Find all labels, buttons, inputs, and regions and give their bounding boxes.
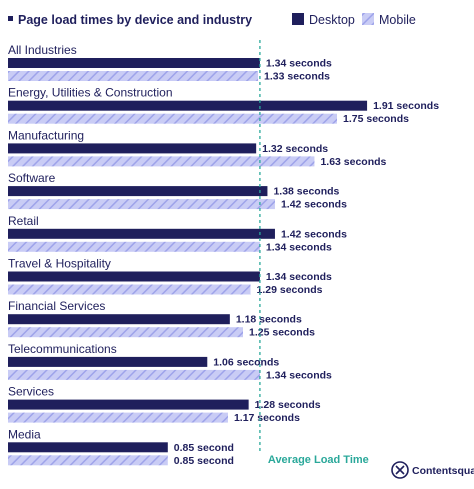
data-label-mobile: 1.29 seconds bbox=[257, 284, 323, 296]
data-label-mobile: 1.42 seconds bbox=[281, 199, 347, 211]
data-label-desktop: 1.42 seconds bbox=[281, 228, 347, 240]
data-label-desktop: 1.38 seconds bbox=[273, 186, 339, 198]
data-label-mobile: 1.34 seconds bbox=[266, 369, 332, 381]
data-label-desktop: 1.28 seconds bbox=[255, 399, 321, 411]
bar-desktop bbox=[8, 442, 168, 453]
data-label-mobile: 0.85 second bbox=[174, 455, 234, 467]
data-label-desktop: 0.85 second bbox=[174, 442, 234, 454]
data-label-desktop: 1.91 seconds bbox=[373, 100, 439, 112]
data-label-mobile: 1.33 seconds bbox=[264, 71, 330, 83]
legend-swatch-mobile bbox=[362, 13, 374, 25]
category-label: Services bbox=[8, 385, 54, 399]
bar-mobile bbox=[8, 327, 243, 338]
bar-desktop bbox=[8, 186, 268, 197]
data-label-desktop: 1.32 seconds bbox=[262, 143, 328, 155]
bar-mobile bbox=[8, 71, 259, 81]
bar-desktop bbox=[8, 399, 249, 410]
data-label-mobile: 1.25 seconds bbox=[249, 327, 315, 339]
data-label-desktop: 1.34 seconds bbox=[266, 271, 332, 283]
category-label: Energy, Utilities & Construction bbox=[8, 86, 173, 100]
average-reference-label: Average Load Time bbox=[268, 454, 369, 466]
bar-mobile bbox=[8, 241, 260, 252]
data-label-desktop: 1.18 seconds bbox=[236, 314, 302, 326]
title-marker bbox=[8, 16, 13, 21]
legend-label-desktop: Desktop bbox=[309, 13, 355, 27]
brand-name: Contentsquare bbox=[412, 465, 474, 477]
bar-mobile bbox=[8, 156, 315, 167]
bar-mobile bbox=[8, 412, 228, 423]
data-label-desktop: 1.34 seconds bbox=[266, 58, 332, 70]
bar-mobile bbox=[8, 369, 260, 380]
bar-desktop bbox=[8, 143, 257, 154]
data-label-desktop: 1.06 seconds bbox=[213, 356, 279, 368]
bar-desktop bbox=[8, 356, 208, 367]
bar-desktop bbox=[8, 58, 260, 68]
data-label-mobile: 1.63 seconds bbox=[320, 156, 386, 168]
bar-mobile bbox=[8, 199, 275, 210]
legend: Desktop Mobile bbox=[292, 13, 416, 27]
category-label: Travel & Hospitality bbox=[8, 257, 111, 271]
category-label: Retail bbox=[8, 214, 39, 228]
bar-mobile bbox=[8, 113, 337, 124]
category-label: Manufacturing bbox=[8, 128, 84, 142]
category-label: Software bbox=[8, 171, 56, 185]
data-label-mobile: 1.17 seconds bbox=[234, 412, 300, 424]
data-label-mobile: 1.34 seconds bbox=[266, 241, 332, 253]
bar-desktop bbox=[8, 314, 230, 325]
brand-logo: Contentsquare bbox=[391, 461, 474, 479]
bar-desktop bbox=[8, 228, 275, 239]
category-label: All Industries bbox=[8, 43, 77, 57]
bar-mobile bbox=[8, 455, 168, 466]
contentsquare-icon bbox=[391, 461, 409, 479]
data-label-mobile: 1.75 seconds bbox=[343, 113, 409, 125]
bar-desktop bbox=[8, 100, 368, 111]
legend-swatch-desktop bbox=[292, 13, 304, 25]
bar-mobile bbox=[8, 284, 251, 295]
category-label: Media bbox=[8, 427, 41, 441]
chart-title: Page load times by device and industry bbox=[18, 13, 252, 27]
category-label: Telecommunications bbox=[8, 342, 117, 356]
legend-label-mobile: Mobile bbox=[379, 13, 416, 27]
category-label: Financial Services bbox=[8, 299, 105, 313]
bar-desktop bbox=[8, 271, 260, 282]
